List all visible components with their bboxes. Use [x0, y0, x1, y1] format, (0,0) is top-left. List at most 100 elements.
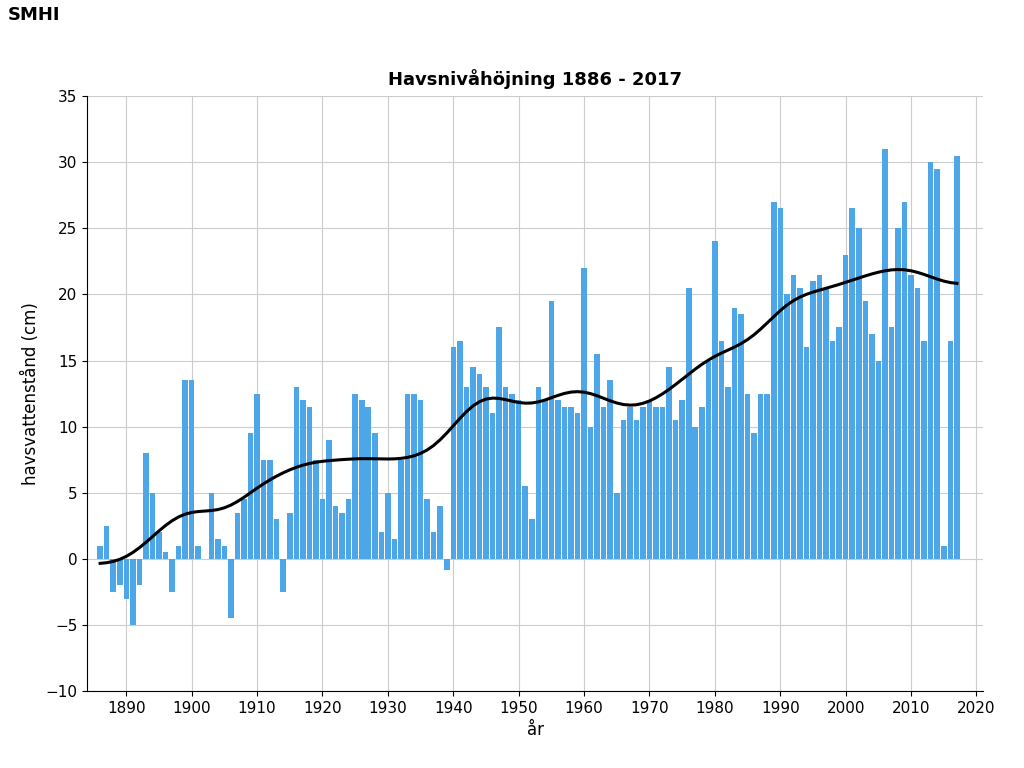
- Bar: [124, 559, 129, 598]
- Bar: [209, 493, 214, 559]
- Bar: [882, 149, 888, 559]
- Bar: [215, 539, 220, 559]
- Bar: [457, 341, 463, 559]
- Bar: [601, 407, 606, 559]
- Bar: [588, 427, 594, 559]
- Bar: [889, 327, 894, 559]
- Bar: [712, 241, 718, 559]
- Bar: [136, 559, 142, 585]
- Bar: [738, 314, 743, 559]
- Bar: [483, 387, 488, 559]
- Bar: [391, 539, 397, 559]
- Bar: [908, 274, 913, 559]
- Bar: [294, 387, 299, 559]
- Bar: [476, 374, 482, 559]
- Bar: [659, 407, 666, 559]
- Bar: [111, 559, 116, 592]
- Bar: [574, 413, 581, 559]
- Bar: [366, 407, 371, 559]
- Bar: [582, 268, 587, 559]
- Bar: [333, 506, 338, 559]
- Bar: [829, 341, 836, 559]
- Bar: [843, 255, 849, 559]
- Bar: [287, 513, 293, 559]
- Bar: [692, 427, 698, 559]
- Bar: [954, 155, 959, 559]
- Bar: [509, 393, 515, 559]
- Bar: [627, 407, 633, 559]
- Bar: [254, 393, 260, 559]
- Bar: [928, 162, 934, 559]
- Bar: [346, 499, 351, 559]
- Bar: [555, 400, 561, 559]
- Bar: [418, 400, 423, 559]
- Bar: [607, 380, 613, 559]
- Bar: [777, 208, 783, 559]
- Bar: [261, 460, 266, 559]
- Bar: [562, 407, 567, 559]
- Bar: [744, 393, 751, 559]
- Bar: [869, 334, 874, 559]
- Bar: [379, 532, 384, 559]
- Bar: [791, 274, 796, 559]
- Bar: [542, 400, 548, 559]
- Bar: [862, 301, 868, 559]
- Text: SMHI: SMHI: [8, 6, 60, 24]
- Bar: [444, 559, 450, 570]
- Bar: [667, 367, 672, 559]
- Bar: [150, 493, 156, 559]
- Bar: [837, 327, 842, 559]
- Bar: [359, 400, 365, 559]
- Bar: [300, 400, 305, 559]
- Bar: [594, 354, 600, 559]
- Bar: [196, 546, 201, 559]
- Bar: [497, 327, 502, 559]
- Bar: [765, 393, 770, 559]
- Bar: [621, 420, 626, 559]
- Bar: [758, 393, 764, 559]
- Bar: [503, 387, 508, 559]
- Bar: [412, 393, 417, 559]
- Bar: [914, 288, 921, 559]
- Bar: [902, 202, 907, 559]
- Bar: [568, 407, 573, 559]
- Bar: [424, 499, 430, 559]
- Bar: [385, 493, 391, 559]
- Bar: [248, 433, 253, 559]
- Bar: [182, 380, 188, 559]
- Bar: [97, 546, 102, 559]
- Bar: [489, 413, 496, 559]
- Bar: [640, 407, 646, 559]
- Bar: [771, 202, 776, 559]
- Bar: [895, 228, 901, 559]
- Bar: [941, 546, 946, 559]
- Bar: [922, 341, 927, 559]
- Bar: [339, 513, 345, 559]
- Bar: [536, 387, 541, 559]
- Bar: [242, 499, 247, 559]
- Bar: [143, 453, 148, 559]
- Bar: [947, 341, 953, 559]
- Bar: [157, 532, 162, 559]
- Bar: [327, 440, 332, 559]
- Bar: [274, 519, 280, 559]
- Bar: [529, 519, 535, 559]
- Bar: [437, 506, 443, 559]
- Bar: [234, 513, 241, 559]
- Bar: [647, 400, 652, 559]
- Bar: [725, 387, 731, 559]
- Bar: [169, 559, 175, 592]
- Bar: [221, 546, 227, 559]
- Bar: [319, 499, 326, 559]
- Bar: [719, 341, 724, 559]
- Bar: [464, 387, 469, 559]
- Bar: [352, 393, 358, 559]
- Bar: [856, 228, 861, 559]
- Bar: [686, 288, 691, 559]
- Bar: [752, 433, 757, 559]
- Bar: [732, 308, 737, 559]
- Bar: [372, 433, 378, 559]
- Bar: [784, 294, 790, 559]
- Bar: [823, 288, 828, 559]
- X-axis label: år: år: [526, 721, 544, 740]
